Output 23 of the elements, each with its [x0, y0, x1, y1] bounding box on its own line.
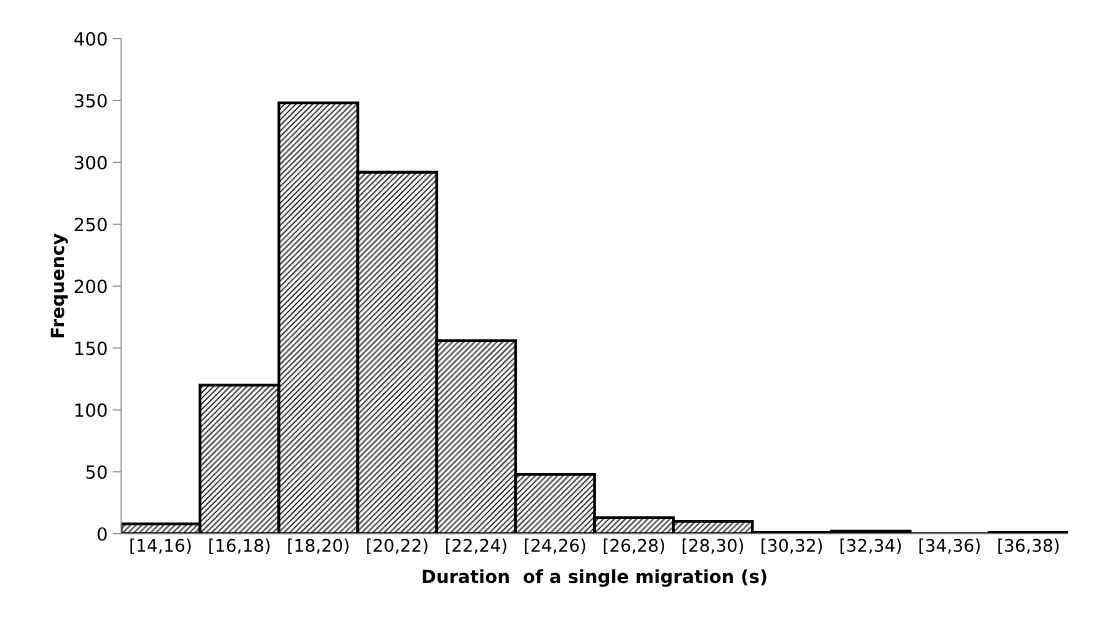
y-tick-label: 50 [86, 465, 107, 479]
y-tick-label: 250 [74, 217, 107, 232]
x-tick-label: [16,18) [209, 538, 270, 555]
x-tick-label: [24,26) [524, 538, 586, 555]
x-tick-label: [22,24) [446, 538, 507, 555]
x-tick-label: [32,34) [840, 538, 901, 555]
y-tick-label: 400 [74, 32, 107, 46]
x-axis-title: Duration of a single migration (s) [422, 569, 767, 587]
y-tick-label: 300 [74, 155, 107, 170]
x-tick-label: [18,20) [288, 538, 349, 555]
x-tick-label: [20,22) [367, 538, 428, 555]
y-tick-label: 350 [74, 93, 107, 108]
x-tick-label: [26,28) [603, 538, 665, 555]
x-tick-label: [34,36) [919, 538, 980, 555]
y-tick-label: 200 [74, 279, 107, 294]
y-axis-title: Frequency [50, 233, 68, 338]
y-tick-label: 0 [97, 527, 107, 541]
y-tick-label: 100 [75, 403, 107, 418]
x-tick-label: [30,32) [761, 538, 822, 555]
x-tick-label: [28,30) [682, 538, 744, 555]
x-tick-label: [36,38) [998, 538, 1059, 555]
y-tick-label: 150 [75, 341, 107, 356]
x-tick-label: [14,16) [130, 538, 191, 555]
